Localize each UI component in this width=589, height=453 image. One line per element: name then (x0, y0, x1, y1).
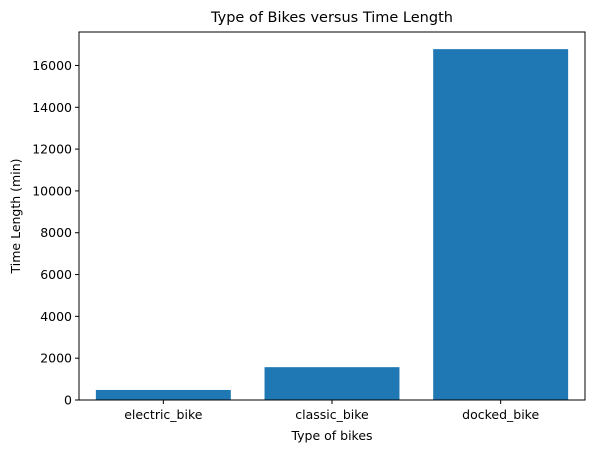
y-tick-label: 12000 (32, 142, 72, 157)
bar-docked_bike (433, 49, 569, 401)
y-tick-label: 10000 (32, 183, 72, 198)
y-tick-label: 2000 (40, 351, 72, 366)
bars-group (95, 49, 569, 401)
y-tick-label: 6000 (40, 267, 72, 282)
bar-electric_bike (95, 389, 231, 400)
x-tick-label: docked_bike (462, 407, 539, 422)
axes-frame (78, 31, 586, 401)
chart-title: Type of Bikes versus Time Length (210, 10, 453, 26)
y-tick-label: 8000 (40, 225, 72, 240)
x-tick-label: classic_bike (295, 407, 369, 422)
x-axis-label: Type of bikes (290, 428, 372, 443)
y-tick-label: 0 (64, 393, 72, 408)
y-axis-label: Time Length (min) (8, 159, 23, 275)
y-tick-label: 14000 (32, 100, 72, 115)
bar-classic_bike (264, 367, 400, 400)
y-tick-label: 16000 (32, 58, 72, 73)
x-axis-ticks: electric_bike classic_bike docked_bike (124, 400, 539, 422)
x-tick-label: electric_bike (124, 407, 203, 422)
y-tick-label: 4000 (40, 309, 72, 324)
y-axis-ticks: 0 2000 4000 6000 8000 10000 12000 14000 16000 (32, 58, 79, 408)
